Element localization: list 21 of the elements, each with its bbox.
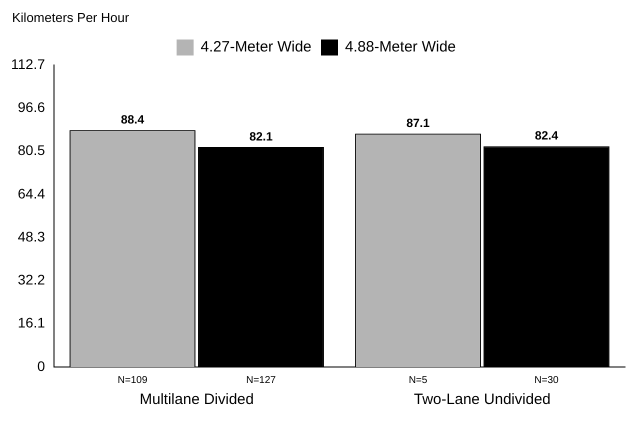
text: N=30 xyxy=(534,374,560,386)
data-label: 88.4 xyxy=(120,112,145,126)
y-tick-label: 48.3 xyxy=(18,228,46,244)
data-label: 82.4 xyxy=(534,128,558,143)
y-tick-label: 64.4 xyxy=(18,185,46,202)
text: N=5 xyxy=(408,374,428,386)
legend-label: 4.88-Meter Wide xyxy=(345,38,456,56)
y-tick-label: 16.1 xyxy=(18,314,46,331)
text: N=109 xyxy=(118,374,148,386)
legend-label: 4.27-Meter Wide xyxy=(200,38,312,56)
y-tick-label: 96.6 xyxy=(18,99,46,115)
x-tick-label: Two-Lane Undivided xyxy=(414,391,551,408)
y-tick-label: 112.7 xyxy=(10,56,46,72)
y-tick-label: 80.5 xyxy=(18,142,46,158)
y-axis-title: Kilometers Per Hour xyxy=(12,10,130,26)
y-tick-label: 32.2 xyxy=(18,272,46,288)
text: N=127 xyxy=(246,374,276,386)
data-label: 87.1 xyxy=(406,116,430,130)
data-label: 82.1 xyxy=(249,129,273,144)
x-tick-label: Multilane Divided xyxy=(140,391,254,408)
y-tick-label: 0 xyxy=(37,358,46,374)
